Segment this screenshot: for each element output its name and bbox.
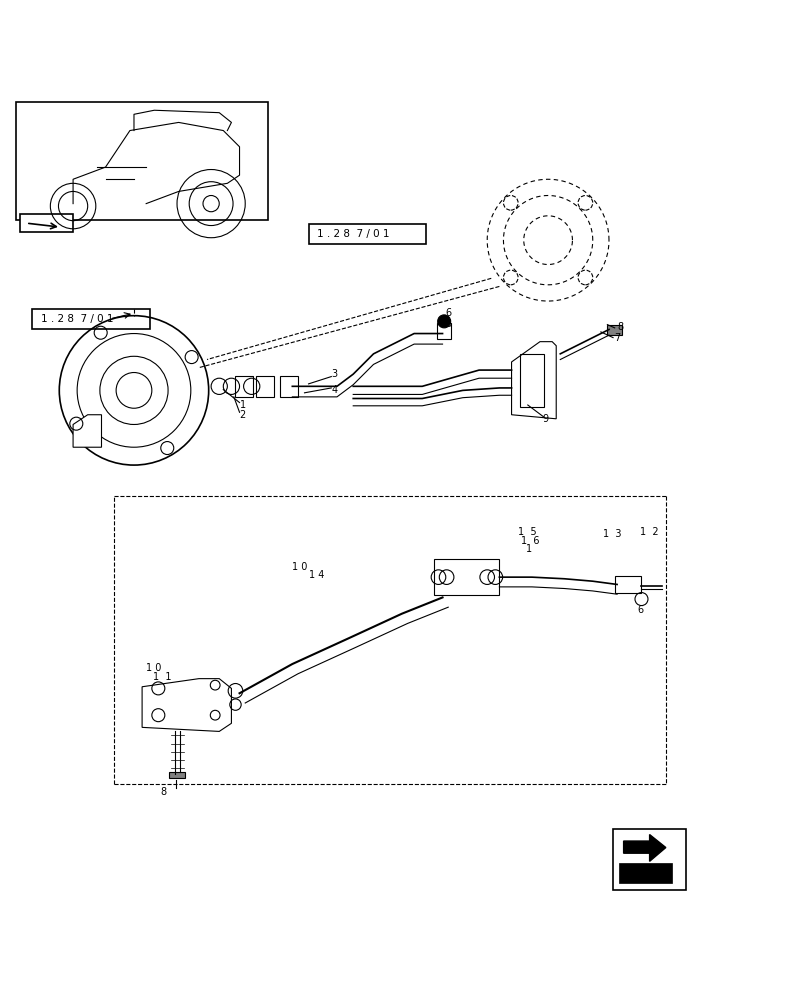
Polygon shape — [511, 342, 556, 419]
Text: 6: 6 — [444, 308, 451, 318]
Text: 7: 7 — [614, 333, 620, 343]
Text: 1  6: 1 6 — [521, 536, 539, 546]
Text: 4: 4 — [331, 385, 337, 395]
Circle shape — [437, 315, 450, 328]
Text: 1  5: 1 5 — [517, 527, 536, 537]
Bar — [16, 102, 268, 220]
Bar — [255, 376, 273, 397]
Bar — [235, 376, 253, 397]
Bar — [32, 309, 150, 329]
Text: 1 . 2 8  7 / 0 1: 1 . 2 8 7 / 0 1 — [316, 229, 388, 239]
Text: 3: 3 — [331, 369, 337, 379]
Text: 1  2: 1 2 — [639, 527, 658, 537]
Bar — [308, 224, 426, 244]
Text: 8: 8 — [616, 322, 623, 332]
Bar — [280, 376, 298, 397]
Text: 1: 1 — [526, 544, 532, 554]
Bar — [618, 863, 671, 883]
Text: 6: 6 — [637, 605, 643, 615]
Bar — [519, 354, 543, 407]
Bar — [607, 325, 621, 335]
Bar — [436, 323, 451, 339]
Text: 1 4: 1 4 — [308, 570, 324, 580]
Text: 9: 9 — [542, 414, 548, 424]
Bar — [169, 772, 185, 778]
Text: 1 0: 1 0 — [146, 663, 161, 673]
Text: 1 . 2 8  7 / 0 1: 1 . 2 8 7 / 0 1 — [41, 314, 113, 324]
Text: 1  1: 1 1 — [152, 672, 171, 682]
Polygon shape — [623, 835, 665, 861]
Polygon shape — [142, 679, 231, 731]
Bar — [434, 559, 499, 595]
Bar — [615, 576, 641, 593]
Text: 1 0: 1 0 — [292, 562, 307, 572]
Bar — [612, 829, 685, 890]
Text: 5: 5 — [444, 319, 451, 329]
Bar — [20, 214, 73, 232]
Polygon shape — [73, 415, 101, 447]
Text: 1: 1 — [239, 400, 246, 410]
Text: 8: 8 — [161, 787, 167, 797]
Text: 2: 2 — [239, 410, 246, 420]
Text: 1  3: 1 3 — [603, 529, 621, 539]
